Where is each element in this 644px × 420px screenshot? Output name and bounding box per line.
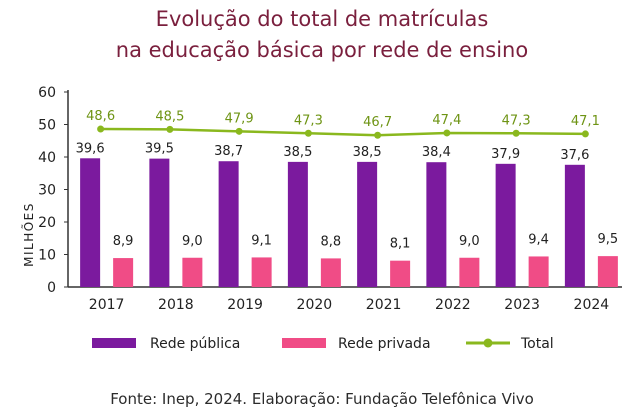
bar-rede-privada: [528, 256, 549, 287]
legend-label-total: Total: [520, 336, 554, 352]
x-tick-label: 2021: [366, 297, 402, 313]
chart-title-line-1: Evolução do total de matrículas: [155, 7, 489, 31]
chart-title-line-2: na educação básica por rede de ensino: [115, 38, 529, 62]
bar-rede-privada: [459, 257, 480, 287]
data-label-rede-privada: 8,1: [390, 237, 411, 252]
data-label-total: 47,3: [502, 113, 531, 128]
data-label-total: 48,5: [155, 109, 184, 124]
bar-rede-publica: [426, 162, 447, 287]
bar-rede-publica: [149, 158, 170, 287]
bar-rede-privada: [113, 258, 134, 287]
total-point: [304, 129, 312, 137]
data-label-rede-publica: 39,6: [76, 141, 105, 156]
data-label-rede-publica: 38,7: [214, 144, 243, 159]
data-label-rede-publica: 38,4: [422, 145, 451, 160]
bar-rede-publica: [357, 161, 378, 287]
bar-rede-publica: [495, 163, 516, 287]
bar-rede-privada: [597, 256, 618, 287]
y-axis-title: MILHÕES: [21, 202, 36, 267]
total-point: [581, 130, 589, 138]
legend-swatch-rede-privada: [282, 338, 326, 348]
legend-label-rede-privada: Rede privada: [338, 336, 431, 352]
data-label-rede-privada: 9,4: [528, 232, 549, 247]
legend-label-rede-publica: Rede pública: [150, 336, 240, 352]
bar-rede-publica: [218, 161, 239, 287]
total-line: [100, 127, 586, 137]
data-label-rede-privada: 9,0: [459, 234, 480, 249]
x-tick-label: 2023: [504, 297, 540, 313]
data-label-rede-privada: 9,1: [251, 233, 272, 248]
legend-swatch-rede-publica: [92, 338, 136, 348]
data-label-rede-privada: 9,5: [598, 232, 619, 247]
bar-rede-privada: [251, 257, 272, 287]
bar-rede-publica: [287, 161, 308, 287]
y-tick-label: 30: [38, 183, 56, 199]
total-point: [512, 129, 520, 137]
x-tick-label: 2024: [574, 297, 610, 313]
bar-rede-privada: [320, 258, 341, 287]
data-label-total: 47,3: [294, 113, 323, 128]
source-note: Fonte: Inep, 2024. Elaboração: Fundação …: [110, 390, 534, 408]
data-label-rede-publica: 38,5: [353, 145, 382, 160]
y-tick-label: 10: [38, 248, 56, 264]
x-tick-label: 2018: [158, 297, 194, 313]
data-label-total: 47,9: [225, 111, 254, 126]
total-point: [443, 129, 451, 137]
total-point: [166, 125, 174, 133]
y-tick-label: 0: [47, 280, 56, 296]
data-label-rede-publica: 38,5: [283, 145, 312, 160]
data-label-rede-privada: 8,8: [321, 234, 342, 249]
chart-title: Evolução do total de matrículas na educa…: [0, 4, 644, 66]
data-label-rede-publica: 37,6: [560, 148, 589, 163]
y-tick-label: 40: [38, 150, 56, 166]
x-tick-label: 2022: [435, 297, 471, 313]
data-label-rede-privada: 9,0: [182, 234, 203, 249]
data-label-total: 47,1: [571, 114, 600, 129]
x-tick-label: 2019: [227, 297, 263, 313]
bar-rede-privada: [390, 260, 411, 287]
data-label-total: 48,6: [86, 109, 115, 124]
y-tick-label: 50: [38, 118, 56, 134]
data-label-rede-publica: 39,5: [145, 142, 174, 157]
x-tick-label: 2017: [89, 297, 125, 313]
data-label-total: 46,7: [363, 115, 392, 130]
y-tick-label: 60: [38, 85, 56, 101]
bar-rede-publica: [80, 158, 101, 287]
total-point: [97, 125, 105, 133]
bar-rede-publica: [564, 164, 585, 287]
bar-rede-privada: [182, 257, 203, 287]
total-point: [374, 131, 382, 139]
legend-marker-total: [483, 338, 493, 348]
x-tick-label: 2020: [297, 297, 333, 313]
y-tick-label: 20: [38, 215, 56, 231]
total-point: [235, 127, 243, 135]
data-label-rede-privada: 8,9: [113, 234, 134, 249]
data-label-total: 47,4: [432, 113, 461, 128]
data-label-rede-publica: 37,9: [491, 147, 520, 162]
